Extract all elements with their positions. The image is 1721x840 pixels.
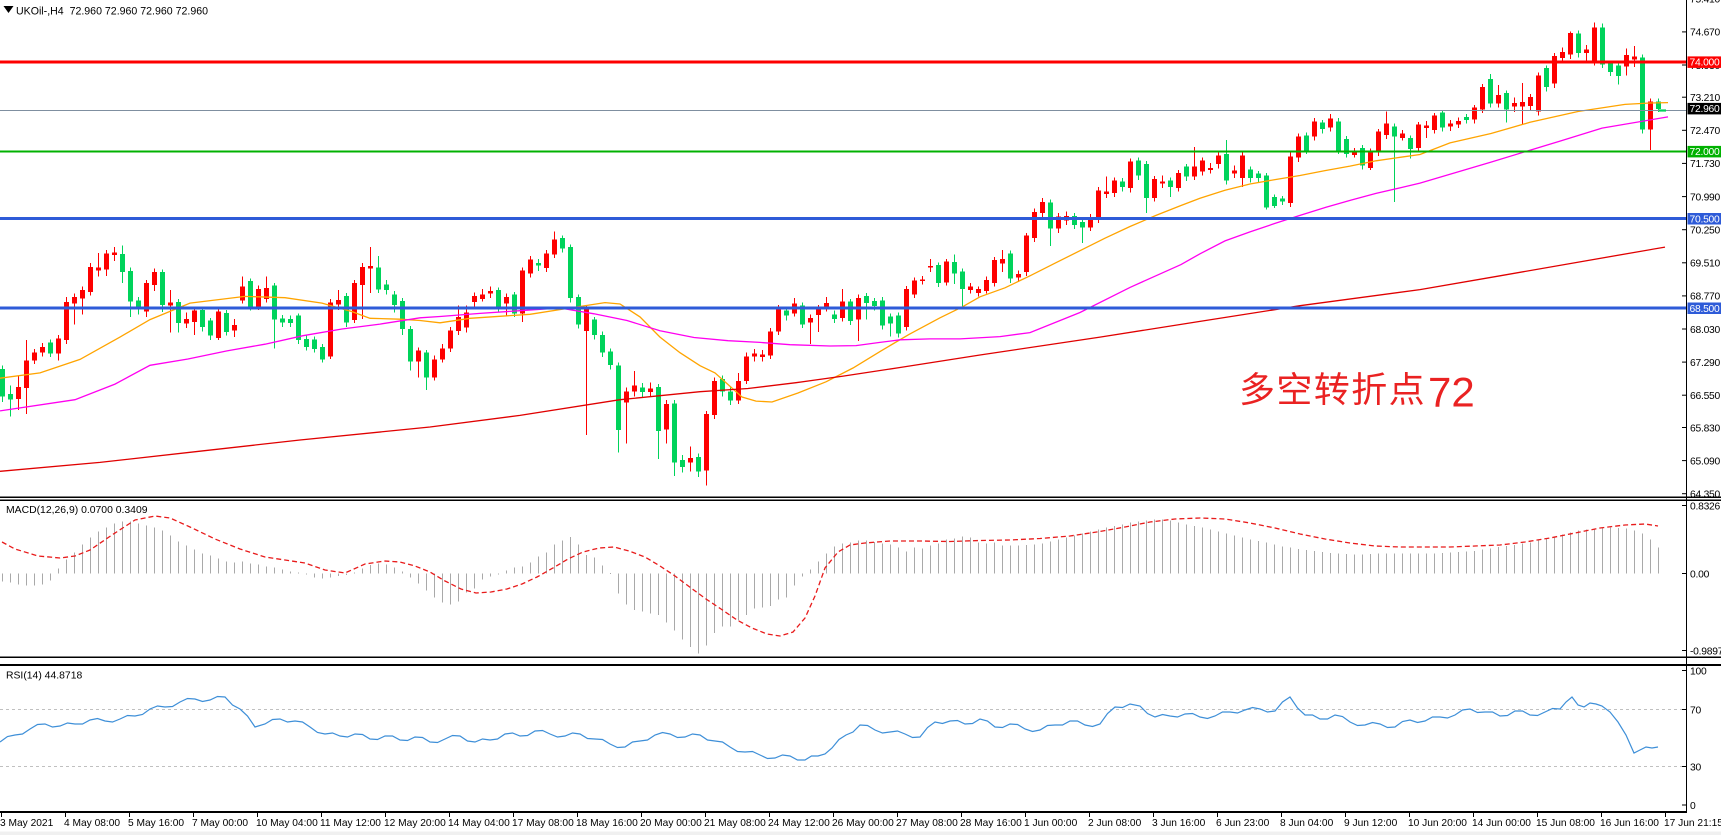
svg-text:68.500: 68.500 bbox=[1690, 304, 1721, 315]
svg-text:27 May 08:00: 27 May 08:00 bbox=[896, 818, 958, 829]
svg-text:20 May 00:00: 20 May 00:00 bbox=[640, 818, 702, 829]
svg-text:67.290: 67.290 bbox=[1690, 358, 1721, 369]
svg-text:0.00: 0.00 bbox=[1690, 569, 1710, 580]
svg-text:10 Jun 20:00: 10 Jun 20:00 bbox=[1408, 818, 1467, 829]
svg-text:14 Jun 00:00: 14 Jun 00:00 bbox=[1472, 818, 1531, 829]
svg-text:72: 72 bbox=[1428, 369, 1475, 416]
svg-text:1 Jun 00:00: 1 Jun 00:00 bbox=[1024, 818, 1078, 829]
svg-text:0: 0 bbox=[1690, 801, 1696, 812]
svg-text:64.350: 64.350 bbox=[1690, 490, 1721, 501]
svg-text:MACD(12,26,9) 0.0700 0.3409: MACD(12,26,9) 0.0700 0.3409 bbox=[6, 505, 148, 516]
svg-text:71.730: 71.730 bbox=[1690, 159, 1721, 170]
svg-text:68.770: 68.770 bbox=[1690, 292, 1721, 303]
svg-text:100: 100 bbox=[1690, 666, 1707, 677]
svg-text:75.410: 75.410 bbox=[1690, 0, 1721, 6]
svg-text:16 Jun 16:00: 16 Jun 16:00 bbox=[1600, 818, 1659, 829]
svg-text:3 Jun 16:00: 3 Jun 16:00 bbox=[1152, 818, 1206, 829]
svg-text:18 May 16:00: 18 May 16:00 bbox=[576, 818, 638, 829]
svg-text:65.830: 65.830 bbox=[1690, 423, 1721, 434]
svg-text:2 Jun 08:00: 2 Jun 08:00 bbox=[1088, 818, 1142, 829]
svg-text:70.500: 70.500 bbox=[1690, 214, 1721, 225]
svg-text:70.250: 70.250 bbox=[1690, 226, 1721, 237]
svg-text:68.030: 68.030 bbox=[1690, 325, 1721, 336]
svg-text:73.210: 73.210 bbox=[1690, 93, 1721, 104]
svg-text:11 May 12:00: 11 May 12:00 bbox=[320, 818, 381, 829]
svg-text:UKOil-,H4 72.960 72.960 72.96: UKOil-,H4 72.960 72.960 72.960 72.960 bbox=[16, 6, 208, 18]
svg-text:74.670: 74.670 bbox=[1690, 28, 1721, 39]
svg-text:0.8326: 0.8326 bbox=[1690, 501, 1721, 512]
svg-text:9 Jun 12:00: 9 Jun 12:00 bbox=[1344, 818, 1398, 829]
svg-text:26 May 00:00: 26 May 00:00 bbox=[832, 818, 894, 829]
svg-text:21 May 08:00: 21 May 08:00 bbox=[704, 818, 766, 829]
svg-text:5 May 16:00: 5 May 16:00 bbox=[128, 818, 184, 829]
svg-text:3 May 2021: 3 May 2021 bbox=[0, 818, 54, 829]
svg-text:69.510: 69.510 bbox=[1690, 259, 1721, 270]
svg-text:4 May 08:00: 4 May 08:00 bbox=[64, 818, 120, 829]
svg-text:14 May 04:00: 14 May 04:00 bbox=[448, 818, 510, 829]
svg-text:65.090: 65.090 bbox=[1690, 456, 1721, 467]
svg-text:17 May 08:00: 17 May 08:00 bbox=[512, 818, 574, 829]
svg-text:72.960: 72.960 bbox=[1690, 104, 1721, 115]
svg-text:8 Jun 04:00: 8 Jun 04:00 bbox=[1280, 818, 1334, 829]
svg-text:7 May 00:00: 7 May 00:00 bbox=[192, 818, 248, 829]
svg-text:72.470: 72.470 bbox=[1690, 126, 1721, 137]
svg-text:12 May 20:00: 12 May 20:00 bbox=[384, 818, 446, 829]
svg-text:74.000: 74.000 bbox=[1690, 58, 1721, 69]
svg-text:10 May 04:00: 10 May 04:00 bbox=[256, 818, 318, 829]
svg-text:72.000: 72.000 bbox=[1690, 147, 1721, 158]
svg-text:30: 30 bbox=[1690, 762, 1701, 773]
svg-text:24 May 12:00: 24 May 12:00 bbox=[768, 818, 830, 829]
svg-text:70: 70 bbox=[1690, 705, 1701, 716]
svg-text:RSI(14) 44.8718: RSI(14) 44.8718 bbox=[6, 671, 82, 682]
svg-text:17 Jun 21:15: 17 Jun 21:15 bbox=[1664, 818, 1721, 829]
svg-text:70.990: 70.990 bbox=[1690, 192, 1721, 203]
svg-text:-0.9897: -0.9897 bbox=[1690, 646, 1721, 657]
svg-text:15 Jun 08:00: 15 Jun 08:00 bbox=[1536, 818, 1595, 829]
svg-text:66.550: 66.550 bbox=[1690, 391, 1721, 402]
svg-text:28 May 16:00: 28 May 16:00 bbox=[960, 818, 1022, 829]
svg-text:6 Jun 23:00: 6 Jun 23:00 bbox=[1216, 818, 1270, 829]
